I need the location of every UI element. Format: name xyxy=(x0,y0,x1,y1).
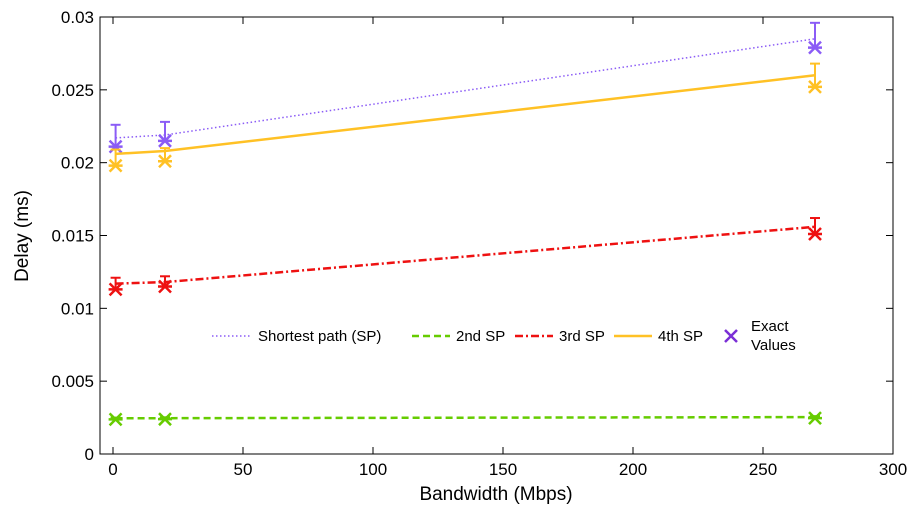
data-point-marker xyxy=(108,282,123,297)
plot-frame xyxy=(99,16,894,455)
series-line xyxy=(115,415,816,420)
data-point-marker xyxy=(108,139,123,154)
series-line xyxy=(115,74,816,156)
legend-entry: 3rd SP xyxy=(559,328,605,345)
data-point-marker xyxy=(158,133,172,148)
x-tick-label: 300 xyxy=(879,460,907,479)
axis-ticks: 0 50 100 150 200 250 300 0 0.005 0.01 0.015 0.02 0.0… xyxy=(51,8,907,479)
data-point-marker xyxy=(108,158,123,173)
data-point-marker xyxy=(808,227,822,241)
series-line xyxy=(115,225,816,285)
y-tick-label: 0.02 xyxy=(61,154,94,173)
x-tick-label: 50 xyxy=(234,460,253,479)
legend-exact-marker xyxy=(724,329,738,343)
legend-entry: 2nd SP xyxy=(456,328,505,345)
data-point-marker xyxy=(808,411,822,426)
data-point-marker xyxy=(158,154,172,169)
data-point-marker xyxy=(158,412,172,427)
data-point-marker xyxy=(808,80,822,94)
legend-exact-line2: Values xyxy=(751,337,796,354)
y-tick-label: 0.03 xyxy=(61,8,94,27)
y-tick-label: 0.01 xyxy=(61,299,94,318)
y-axis-label: Delay (ms) xyxy=(12,190,33,282)
data-point-marker xyxy=(158,279,172,294)
legend-entry: 4th SP xyxy=(658,328,703,345)
data-point-marker xyxy=(808,40,822,55)
y-tick-label: 0.025 xyxy=(51,81,94,100)
legend-exact-line1: Exact xyxy=(751,318,789,335)
x-tick-label: 150 xyxy=(489,460,517,479)
data-point-marker xyxy=(108,412,123,427)
y-tick-label: 0.015 xyxy=(51,227,94,246)
x-axis-label: Bandwidth (Mbps) xyxy=(419,484,572,505)
x-tick-label: 0 xyxy=(108,460,117,479)
x-tick-label: 100 xyxy=(359,460,387,479)
y-tick-label: 0 xyxy=(85,445,94,464)
x-tick-label: 200 xyxy=(619,460,647,479)
plot-area xyxy=(108,21,822,427)
y-tick-label: 0.005 xyxy=(51,372,94,391)
x-tick-label: 250 xyxy=(749,460,777,479)
legend-entry: Shortest path (SP) xyxy=(258,328,381,345)
legend: Shortest path (SP) 2nd SP 3rd SP 4th SP Exac… xyxy=(212,318,796,354)
